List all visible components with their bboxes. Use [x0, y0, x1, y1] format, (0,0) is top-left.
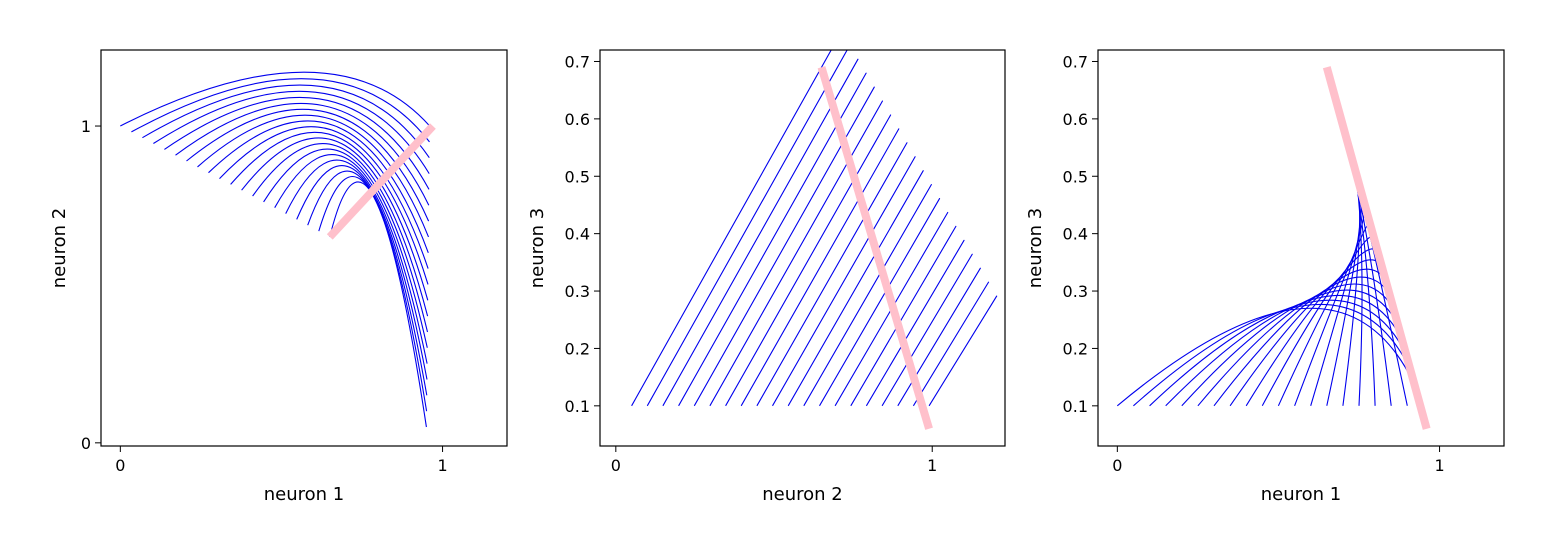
trajectory-line	[175, 102, 430, 206]
trajectory-line	[252, 143, 429, 317]
plot-area	[120, 71, 436, 428]
trajectory-line	[709, 100, 883, 407]
trajectory-line	[787, 170, 924, 407]
trajectory-line	[241, 137, 429, 301]
panel-neuron1-vs-neuron2: 0 1 0 1 neuron 1 neuron 2	[49, 49, 508, 505]
y-tick-label: 1	[81, 117, 91, 136]
y-tick-label: 0.5	[1063, 167, 1088, 186]
trajectory-line	[307, 170, 428, 396]
trajectory-line	[803, 184, 932, 407]
trajectory-line	[186, 108, 430, 222]
y-tick-label: 0	[81, 434, 91, 453]
trajectory-line	[865, 239, 965, 407]
y-tick-label: 0.1	[565, 397, 590, 416]
trajectory-line	[208, 120, 429, 253]
y-tick-label: 0.6	[565, 110, 590, 129]
y-tick-label: 0.2	[565, 339, 590, 358]
highlight-segment	[326, 123, 436, 240]
trajectory-line	[725, 114, 892, 407]
trajectory-line	[678, 72, 867, 407]
y-axis-label: neuron 3	[527, 208, 548, 289]
y-tick-label: 0.6	[1063, 110, 1088, 129]
trajectory-line	[142, 84, 430, 159]
panel-neuron2-vs-neuron3: 0 1 0.1 0.2 0.3 0.4 0.5 0.6 0.7 neuron 2 neuron 3	[527, 49, 1006, 505]
x-tick-label: 0	[115, 456, 125, 475]
trajectory-line	[740, 128, 900, 407]
x-tick-label: 1	[437, 456, 447, 475]
highlight-segment	[817, 66, 933, 430]
panel-neuron1-vs-neuron3: 0 1 0.1 0.2 0.3 0.4 0.5 0.6 0.7 neuron 1 neuron 3	[1025, 49, 1505, 505]
trajectory-line	[274, 154, 428, 348]
trajectory-line	[153, 90, 430, 174]
trajectory-line	[263, 148, 429, 333]
trajectory-line	[230, 131, 429, 285]
y-tick-label: 0.5	[565, 167, 590, 186]
trajectory-line	[631, 50, 832, 407]
trajectory-line	[285, 159, 428, 364]
x-tick-label: 1	[927, 456, 937, 475]
trajectory-line	[1133, 303, 1420, 407]
trajectory-line	[850, 226, 957, 407]
trajectory-line	[296, 165, 428, 380]
y-tick-label: 0.3	[565, 282, 590, 301]
plot-area	[1116, 66, 1431, 430]
x-tick-label: 0	[611, 456, 621, 475]
x-axis-label: neuron 1	[264, 484, 345, 505]
trajectory-line	[928, 295, 998, 407]
trajectory-line	[1181, 289, 1406, 407]
trajectory-line	[834, 211, 949, 407]
trajectory-line	[131, 78, 430, 143]
axes-frame	[1097, 49, 1505, 447]
y-tick-label: 0.4	[565, 225, 590, 244]
trajectory-line	[897, 267, 981, 407]
y-tick-label: 0.7	[565, 52, 590, 71]
y-axis-label: neuron 3	[1025, 208, 1046, 289]
y-tick-label: 0.3	[1063, 282, 1088, 301]
y-tick-label: 0.1	[1063, 397, 1088, 416]
trajectory-line	[1213, 276, 1396, 407]
x-tick-label: 1	[1434, 456, 1444, 475]
x-tick-label: 0	[1112, 456, 1122, 475]
y-tick-label: 0.7	[1063, 52, 1088, 71]
trajectory-line	[662, 58, 859, 407]
axes-frame	[100, 49, 508, 447]
highlight-segment	[1322, 66, 1431, 430]
x-axis-label: neuron 1	[1261, 484, 1342, 505]
trajectory-line	[912, 281, 990, 407]
y-tick-label: 0.2	[1063, 339, 1088, 358]
trajectory-line	[1116, 307, 1424, 407]
trajectory-line	[819, 198, 941, 407]
trajectory-line	[219, 126, 429, 269]
trajectory-line	[120, 71, 431, 127]
axes-frame	[599, 49, 1006, 447]
trajectory-line	[197, 114, 430, 238]
trajectory-line	[756, 142, 908, 407]
x-axis-label: neuron 2	[762, 484, 843, 505]
trajectory-line	[693, 86, 875, 407]
y-tick-label: 0.4	[1063, 225, 1088, 244]
y-axis-label: neuron 2	[49, 208, 70, 289]
trajectory-line	[772, 156, 916, 407]
trajectory-line	[329, 181, 427, 428]
plot-area	[631, 50, 998, 430]
trajectory-line	[1346, 135, 1376, 406]
